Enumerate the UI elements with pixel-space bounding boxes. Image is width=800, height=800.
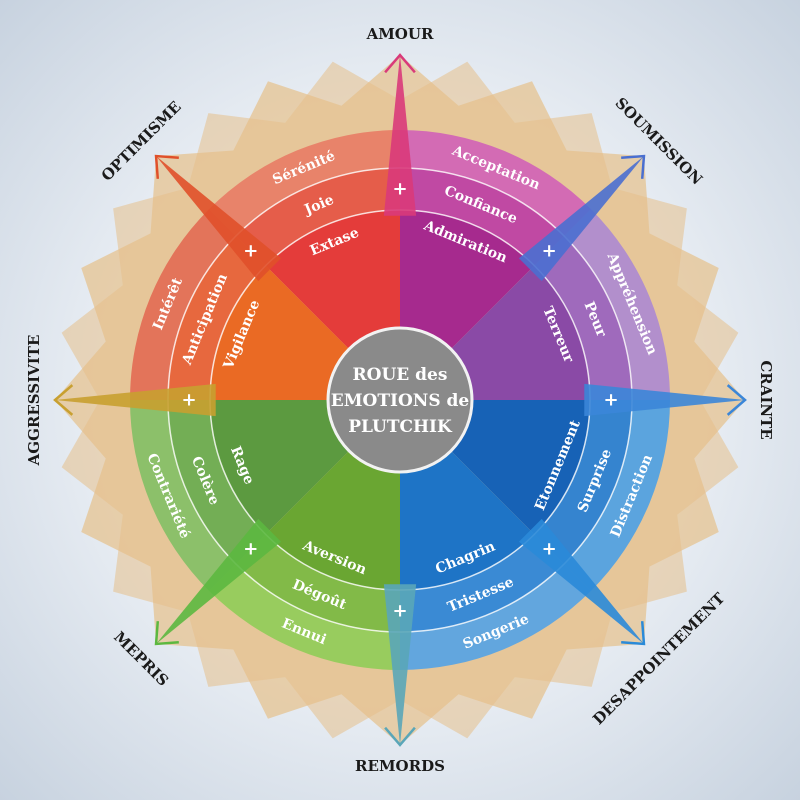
dyad-arrow	[55, 383, 216, 417]
sector-inner	[210, 265, 350, 400]
sector-middle	[168, 400, 266, 565]
sector-inner	[400, 210, 535, 350]
sector-inner	[450, 400, 590, 535]
sector-middle	[400, 168, 565, 266]
plus-icon: +	[392, 601, 407, 622]
sector-middle	[400, 534, 565, 632]
arrowhead-icon	[154, 154, 179, 179]
sector-inner	[210, 400, 350, 535]
plus-icon: +	[603, 390, 618, 411]
sector-inner	[265, 210, 400, 350]
dyad-label: AMOUR	[366, 25, 434, 43]
arrowhead-icon	[726, 384, 747, 416]
dyad-arrow	[584, 383, 745, 417]
plus-icon: +	[542, 240, 557, 261]
dyad-arrow	[156, 156, 282, 282]
dyad-arrow	[518, 518, 644, 644]
center-title-line-1: ROUE des	[353, 365, 448, 385]
arrowhead-icon	[384, 726, 416, 747]
arrowhead-icon	[621, 621, 646, 646]
sector-outer	[130, 209, 236, 400]
dyad-arrow	[156, 518, 282, 644]
center-disc: ROUE des EMOTIONS de PLUTCHIK	[326, 326, 474, 474]
sector-outer	[400, 564, 591, 670]
sector-inner	[450, 265, 590, 400]
sector-middle	[235, 168, 400, 266]
plus-icon: +	[392, 179, 407, 200]
dyad-arrows: + + + + + + + +	[53, 53, 747, 747]
sector-inner	[265, 450, 400, 590]
arrowhead-icon	[621, 154, 646, 179]
arrowhead-icon	[384, 53, 416, 74]
plus-icon: +	[181, 390, 196, 411]
sector-outer	[209, 130, 400, 236]
center-title-line-2: EMOTIONS de	[331, 391, 470, 411]
center-circle	[326, 326, 474, 474]
dyad-arrow	[383, 584, 417, 745]
sector-middle	[235, 534, 400, 632]
emotion-rings	[130, 130, 670, 670]
dyad-arrow	[518, 156, 644, 282]
sector-outer	[400, 130, 591, 236]
sector-outer	[130, 400, 236, 591]
arrowhead-icon	[154, 621, 179, 646]
plus-icon: +	[243, 539, 258, 560]
sector-outer	[564, 400, 670, 591]
sector-outer	[209, 564, 400, 670]
dyad-arrow	[383, 55, 417, 216]
dyad-label: AGGRESSIVITE	[25, 335, 43, 467]
sector-middle	[534, 235, 632, 400]
sector-outer	[564, 209, 670, 400]
plus-icon: +	[243, 240, 258, 261]
sector-middle	[534, 400, 632, 565]
dyad-label: REMORDS	[355, 757, 445, 775]
center-title-line-3: PLUTCHIK	[348, 417, 453, 437]
sector-inner	[400, 450, 535, 590]
sector-middle	[168, 235, 266, 400]
dyad-label: CRAINTE	[757, 360, 775, 439]
arrowhead-icon	[53, 384, 74, 416]
plus-icon: +	[542, 539, 557, 560]
